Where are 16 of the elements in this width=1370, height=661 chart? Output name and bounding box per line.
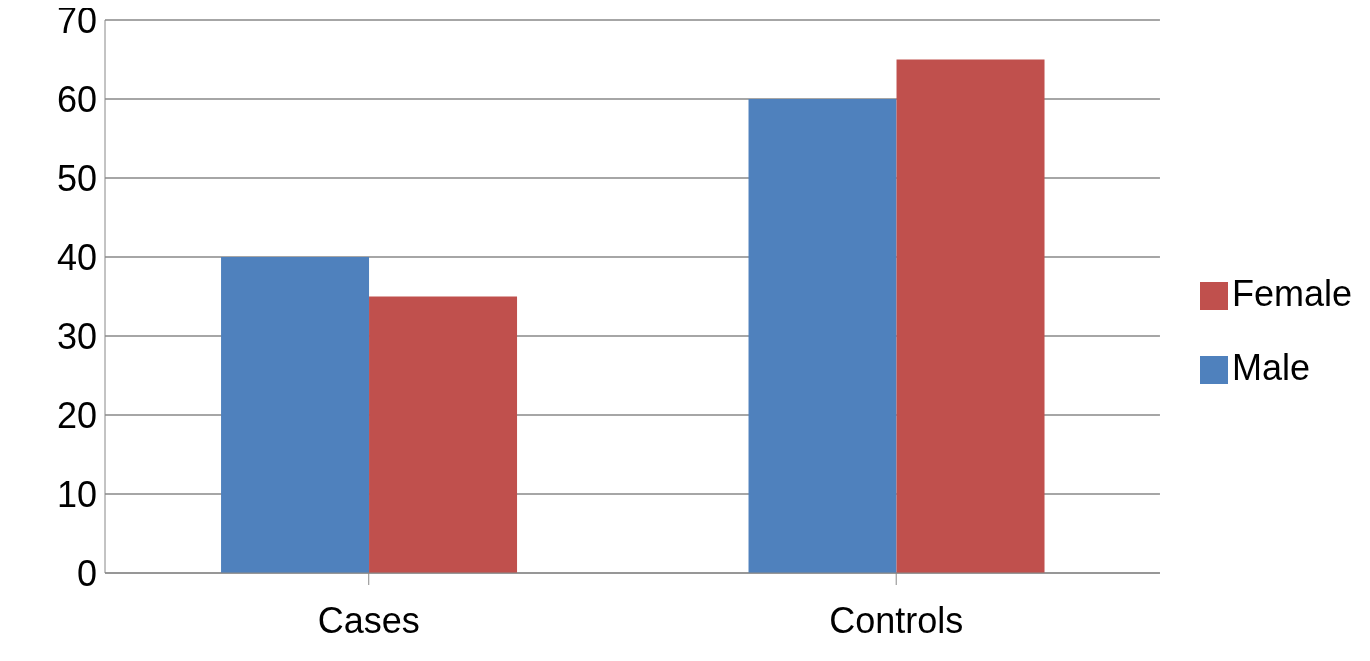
x-tick-label: Controls [829,599,964,641]
bar [369,296,518,573]
y-tick-label: 40 [56,236,97,278]
legend-label: Female [1231,272,1352,314]
x-tick-label: Cases [317,599,420,641]
y-tick-label: 0 [76,552,97,594]
y-tick-label: 20 [56,394,97,436]
bar [748,99,897,573]
y-tick-label: 70 [56,0,97,41]
bar [221,257,370,573]
y-tick-label: 60 [56,78,97,120]
legend-label: Male [1231,346,1310,388]
bar [896,59,1045,573]
y-tick-label: 50 [56,157,97,199]
y-tick-label: 10 [56,473,97,515]
y-tick-label: 30 [56,315,97,357]
